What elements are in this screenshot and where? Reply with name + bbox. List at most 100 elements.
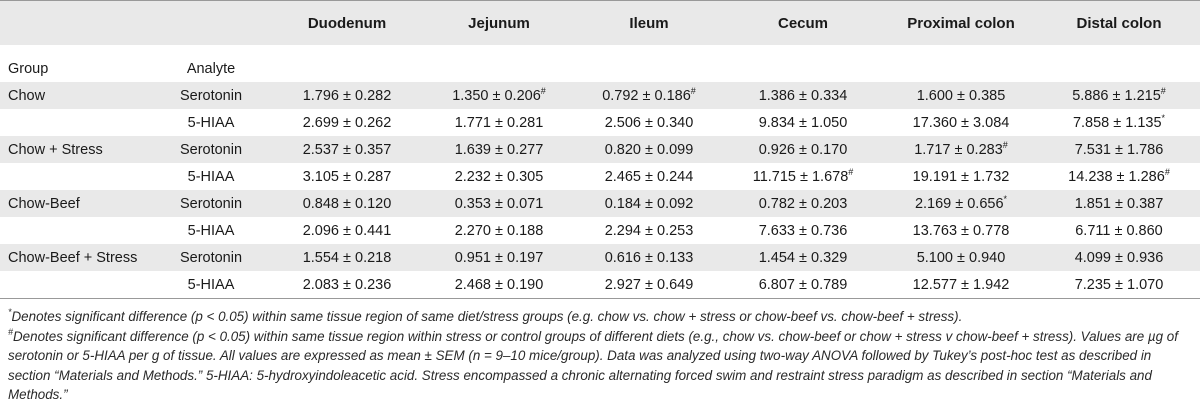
table-row: Chow-Beef Serotonin 0.848 ± 0.120 0.353 ± 0… [0,190,1200,217]
mean-sem-value: 7.235 ± 1.070 [1074,276,1164,293]
mean-sem-value: 14.238 ± 1.286 [1068,168,1165,185]
analyte-cell: 5-HIAA [187,168,235,185]
region-header: Proximal colon [907,14,1015,32]
mean-sem-value: 0.820 ± 0.099 [604,141,694,158]
mean-sem-value: 9.834 ± 1.050 [758,114,848,131]
mean-sem-value: 1.796 ± 0.282 [302,87,392,104]
value-cell: 2.270 ± 0.188 [422,223,576,239]
value-cell: 1.771 ± 0.281 [422,115,576,131]
mean-sem-value: 12.577 ± 1.942 [912,276,1010,293]
value-cell: 2.468 ± 0.190 [422,277,576,293]
value-cell: 0.184 ± 0.092 [576,196,722,212]
value-cell: 1.717 ± 0.283# [884,139,1038,158]
mean-sem-value: 7.633 ± 0.736 [758,222,848,239]
footnote-star: *Denotes significant difference (p < 0.0… [8,307,1192,327]
subheader-row: Group Analyte [0,55,1200,82]
region-header: Distal colon [1076,14,1162,32]
value-cell: 0.792 ± 0.186# [576,85,722,104]
value-cell: 1.454 ± 0.329 [722,250,884,266]
mean-sem-value: 3.105 ± 0.287 [302,168,392,185]
value-cell: 2.232 ± 0.305 [422,169,576,185]
analyte-cell: Serotonin [179,195,243,212]
value-cell: 14.238 ± 1.286# [1038,166,1200,185]
mean-sem-value: 2.465 ± 0.244 [604,168,694,185]
region-header: Jejunum [468,14,530,32]
mean-sem-value: 2.232 ± 0.305 [454,168,544,185]
value-cell: 2.083 ± 0.236 [272,277,422,293]
value-cell: 6.711 ± 0.860 [1038,223,1200,239]
significance-marker: # [848,166,854,177]
table-row: Chow + Stress Serotonin 2.537 ± 0.357 1.639… [0,136,1200,163]
mean-sem-value: 1.350 ± 0.206 [452,87,541,104]
significance-marker: * [1161,112,1166,123]
table-row: 5-HIAA 2.083 ± 0.236 2.468 ± 0.190 2.927 ± … [0,271,1200,298]
table-row: 5-HIAA 2.096 ± 0.441 2.270 ± 0.188 2.294 ± … [0,217,1200,244]
analyte-cell: Serotonin [179,141,243,158]
mean-sem-value: 2.506 ± 0.340 [604,114,694,131]
value-cell: 5.100 ± 0.940 [884,250,1038,266]
value-cell: 2.096 ± 0.441 [272,223,422,239]
value-cell: 1.386 ± 0.334 [722,88,884,104]
mean-sem-value: 0.782 ± 0.203 [758,195,848,212]
region-header: Ileum [629,14,669,32]
mean-sem-value: 0.926 ± 0.170 [758,141,848,158]
mean-sem-value: 0.792 ± 0.186 [602,87,691,104]
table-bottom-rule [0,298,1200,299]
significance-marker: * [1003,193,1008,204]
mean-sem-value: 19.191 ± 1.732 [912,168,1010,185]
mean-sem-value: 5.100 ± 0.940 [916,249,1006,266]
mean-sem-value: 1.386 ± 0.334 [758,87,848,104]
value-cell: 2.294 ± 0.253 [576,223,722,239]
mean-sem-value: 1.554 ± 0.218 [302,249,392,266]
value-cell: 12.577 ± 1.942 [884,277,1038,293]
mean-sem-value: 1.454 ± 0.329 [758,249,848,266]
value-cell: 9.834 ± 1.050 [722,115,884,131]
region-header-row: Duodenum Jejunum Ileum Cecum Proximal co… [0,0,1200,45]
value-cell: 17.360 ± 3.084 [884,115,1038,131]
mean-sem-value: 2.270 ± 0.188 [454,222,544,239]
mean-sem-value: 4.099 ± 0.936 [1074,249,1164,266]
table-row: 5-HIAA 3.105 ± 0.287 2.232 ± 0.305 2.465 ± … [0,163,1200,190]
table-row: Chow-Beef + Stress Serotonin 1.554 ± 0.218… [0,244,1200,271]
mean-sem-value: 7.858 ± 1.135 [1072,114,1162,131]
value-cell: 1.851 ± 0.387 [1038,196,1200,212]
mean-sem-value: 2.927 ± 0.649 [604,276,694,293]
mean-sem-value: 11.715 ± 1.678 [752,168,849,185]
significance-marker: # [690,85,696,96]
footnote-star-text: Denotes significant difference (p < 0.05… [11,309,963,324]
analyte-cell: Serotonin [179,87,243,104]
value-cell: 1.600 ± 0.385 [884,88,1038,104]
mean-sem-value: 5.886 ± 1.215 [1072,87,1161,104]
mean-sem-value: 0.616 ± 0.133 [604,249,694,266]
mean-sem-value: 0.184 ± 0.092 [604,195,694,212]
value-cell: 2.537 ± 0.357 [272,142,422,158]
significance-marker: # [1002,139,1008,150]
analyte-cell: 5-HIAA [187,114,235,131]
mean-sem-value: 1.639 ± 0.277 [454,141,544,158]
value-cell: 1.554 ± 0.218 [272,250,422,266]
table-body: Chow Serotonin 1.796 ± 0.282 1.350 ± 0.206#… [0,82,1200,298]
mean-sem-value: 1.600 ± 0.385 [916,87,1006,104]
value-cell: 19.191 ± 1.732 [884,169,1038,185]
value-cell: 11.715 ± 1.678# [722,166,884,185]
value-cell: 7.633 ± 0.736 [722,223,884,239]
value-cell: 0.951 ± 0.197 [422,250,576,266]
analyte-column-header: Analyte [186,60,236,77]
mean-sem-value: 1.771 ± 0.281 [454,114,544,131]
value-cell: 0.616 ± 0.133 [576,250,722,266]
significance-marker: # [1164,166,1170,177]
mean-sem-value: 1.717 ± 0.283 [914,141,1003,158]
mean-sem-value: 2.537 ± 0.357 [302,141,392,158]
value-cell: 2.699 ± 0.262 [272,115,422,131]
value-cell: 2.465 ± 0.244 [576,169,722,185]
significance-marker: # [1160,85,1166,96]
mean-sem-value: 0.951 ± 0.197 [454,249,544,266]
table-row: 5-HIAA 2.699 ± 0.262 1.771 ± 0.281 2.506 ± … [0,109,1200,136]
value-cell: 2.506 ± 0.340 [576,115,722,131]
value-cell: 0.820 ± 0.099 [576,142,722,158]
value-cell: 7.531 ± 1.786 [1038,142,1200,158]
mean-sem-value: 2.096 ± 0.441 [302,222,392,239]
value-cell: 7.858 ± 1.135* [1038,112,1200,131]
region-header: Duodenum [307,14,387,32]
mean-sem-value: 2.169 ± 0.656 [914,195,1004,212]
